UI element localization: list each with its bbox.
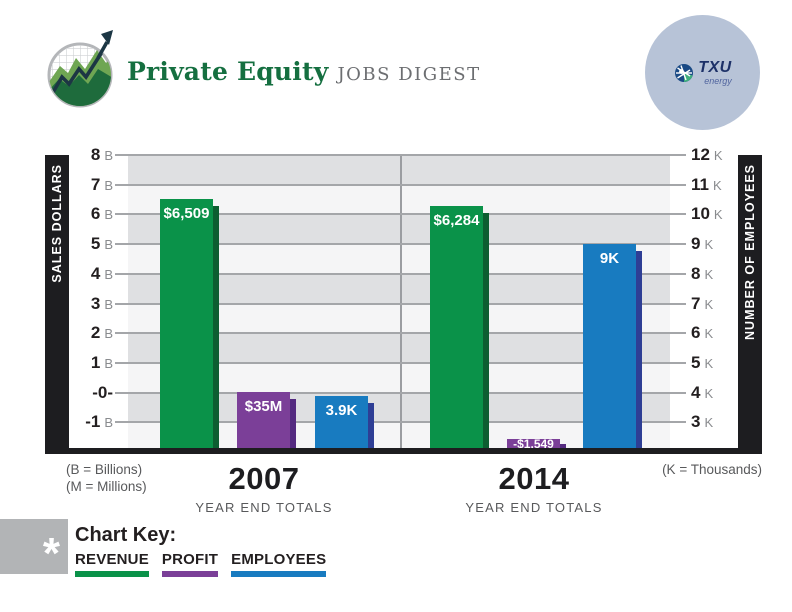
right-axis-tick-label: 10 K: [691, 204, 723, 224]
bar-drop-shadow: [290, 398, 296, 450]
bar-profit-2007: $35M: [237, 391, 290, 450]
company-logo-badge: TXU energy: [645, 15, 760, 130]
key-item-label: EMPLOYEES: [231, 551, 327, 568]
left-unit-notes: (B = Billions) (M = Millions): [66, 461, 147, 495]
gridline: [115, 391, 686, 394]
gridline: [115, 332, 686, 335]
asterisk-icon: *: [42, 528, 60, 578]
group-label-2014: 2014 YEAR END TOTALS: [454, 461, 614, 515]
key-asterisk-box: *: [0, 519, 68, 578]
bar-value-label: $6,284: [433, 212, 480, 230]
left-axis-tick-label: -0-: [92, 382, 113, 402]
group-label-2007: 2007 YEAR END TOTALS: [184, 461, 344, 515]
chart-key-legend: REVENUE PROFIT EMPLOYEES: [75, 551, 327, 577]
millions-note: (M = Millions): [66, 479, 147, 494]
left-axis-title: SALES DOLLARS: [50, 164, 64, 283]
masthead: Private Equity JOBS DIGEST: [127, 57, 481, 86]
gridline: [115, 421, 686, 424]
bar-value-label: $35M: [244, 397, 283, 415]
txu-logo-name: TXU: [698, 58, 732, 76]
chart-baseline: [45, 448, 762, 454]
key-item-label: PROFIT: [161, 551, 219, 568]
bar-drop-shadow: [560, 443, 566, 450]
year-label: 2007: [228, 461, 300, 496]
bar-drop-shadow: [636, 251, 642, 450]
page-title: Private Equity: [127, 57, 329, 86]
right-axis-title: NUMBER OF EMPLOYEES: [743, 164, 757, 340]
right-axis-tick-label: 11 K: [691, 174, 722, 194]
bar-revenue-2007: $6,509: [160, 199, 213, 450]
left-axis-bar: [45, 155, 69, 454]
chart-key-title: Chart Key:: [75, 524, 177, 546]
gridline: [115, 361, 686, 364]
right-unit-note: (K = Thousands): [662, 462, 762, 477]
gridline: [115, 272, 686, 275]
gridline: [115, 302, 686, 305]
txu-energy-logo: TXU energy: [673, 58, 732, 86]
year-caption: YEAR END TOTALS: [465, 500, 603, 515]
bar-revenue-2014: $6,284: [430, 206, 483, 450]
gridline: [115, 243, 686, 246]
billions-note: (B = Billions): [66, 462, 143, 477]
bar-profit-2014: -$1,549: [507, 436, 560, 451]
txu-globe-icon: [675, 63, 694, 82]
growth-chart-logo-icon: [47, 30, 113, 108]
key-color-swatch: [161, 571, 219, 577]
bar-drop-shadow: [368, 402, 374, 450]
key-color-swatch: [75, 571, 149, 577]
txu-logo-sub: energy: [704, 75, 732, 86]
gridline: [115, 213, 686, 216]
group-divider-line: [400, 155, 402, 448]
bar-value-label: 3.9K: [325, 401, 358, 419]
year-label: 2014: [498, 461, 570, 496]
gridline: [115, 154, 686, 156]
key-item-revenue: REVENUE: [75, 551, 149, 577]
right-axis-tick-label: 12 K: [691, 145, 723, 164]
key-item-employees: EMPLOYEES: [231, 551, 327, 577]
bar-value-label: 9K: [599, 250, 620, 268]
bar-drop-shadow: [483, 213, 489, 450]
bar-employees-2014: 9K: [583, 244, 636, 450]
bar-employees-2007: 3.9K: [315, 395, 368, 450]
bar-drop-shadow: [213, 206, 219, 450]
left-axis-tick-label: -1 B: [85, 412, 113, 432]
gridline: [115, 183, 686, 186]
bar-value-label: -$1,549: [513, 436, 554, 451]
bar-value-label: $6,509: [163, 205, 210, 223]
right-axis-bar: [738, 155, 762, 454]
year-caption: YEAR END TOTALS: [195, 500, 333, 515]
key-item-label: REVENUE: [75, 551, 149, 568]
key-color-swatch: [231, 571, 327, 577]
key-item-profit: PROFIT: [161, 551, 219, 577]
page-subtitle: JOBS DIGEST: [337, 64, 481, 85]
